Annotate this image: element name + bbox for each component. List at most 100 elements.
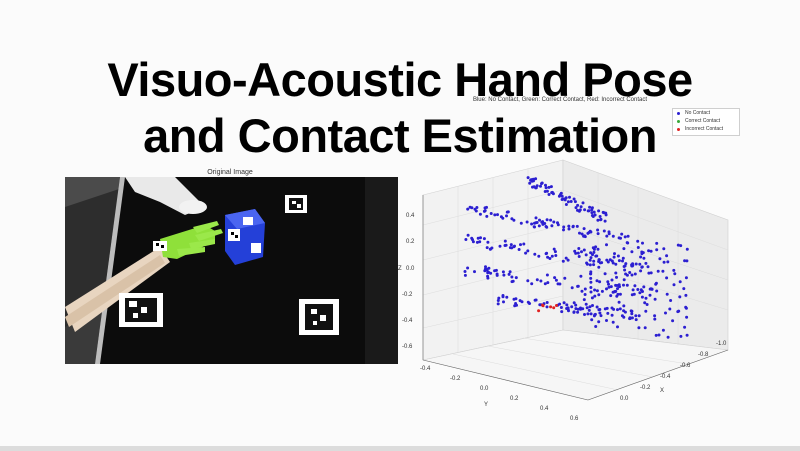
- cloud-point: [537, 309, 541, 313]
- cloud-point: [643, 326, 647, 330]
- cloud-point: [611, 320, 615, 324]
- cloud-point: [578, 208, 582, 212]
- cloud-point: [544, 183, 547, 187]
- cloud-point: [649, 287, 653, 291]
- cloud-point: [676, 243, 680, 247]
- cloud-point: [647, 249, 651, 253]
- cloud-point: [510, 217, 514, 221]
- cloud-point: [590, 318, 594, 322]
- cloud-point: [610, 278, 614, 282]
- cloud-point: [633, 284, 637, 288]
- cloud-point: [672, 283, 676, 287]
- cloud-point: [685, 259, 689, 263]
- cloud-point: [607, 230, 611, 234]
- cloud-point: [476, 236, 480, 240]
- cloud-point: [614, 271, 618, 275]
- cloud-point: [514, 276, 518, 280]
- cloud-point: [550, 224, 554, 228]
- cloud-point: [576, 208, 579, 212]
- cloud-point: [580, 289, 584, 293]
- cloud-point: [543, 190, 547, 193]
- cloud-point: [556, 223, 560, 227]
- cloud-point: [501, 216, 505, 220]
- y-tick: 0.0: [480, 386, 489, 392]
- cloud-point: [583, 313, 586, 316]
- cloud-point: [592, 250, 596, 254]
- cloud-point: [589, 272, 593, 276]
- cloud-point: [646, 265, 650, 269]
- cloud-point: [583, 235, 587, 239]
- cloud-point: [599, 314, 603, 318]
- cloud-point: [598, 280, 602, 284]
- cloud-point: [575, 224, 579, 228]
- cloud-point: [585, 262, 589, 266]
- cloud-point: [683, 325, 687, 329]
- cloud-point: [519, 243, 522, 247]
- cloud-point: [642, 285, 646, 289]
- cloud-point: [602, 229, 606, 233]
- cloud-point: [560, 194, 564, 198]
- cloud-point: [583, 287, 587, 291]
- cloud-point: [610, 313, 614, 317]
- cloud-point: [514, 297, 518, 301]
- cloud-point: [519, 221, 523, 225]
- robot-hand-scene: [65, 177, 398, 364]
- cloud-point: [637, 326, 641, 330]
- cloud-point: [555, 304, 558, 307]
- cloud-point: [544, 186, 548, 190]
- cloud-point: [489, 247, 492, 251]
- cloud-point: [589, 290, 593, 294]
- cloud-point: [577, 255, 581, 258]
- cloud-point: [622, 304, 626, 308]
- cloud-point: [466, 207, 470, 211]
- cloud-point: [636, 288, 640, 291]
- z-tick: -0.4: [402, 318, 413, 324]
- cloud-point: [644, 296, 648, 300]
- cloud-point: [665, 254, 669, 258]
- original-image-caption: Original Image: [207, 169, 253, 176]
- cloud-point: [641, 241, 644, 245]
- cloud-point: [545, 218, 549, 222]
- cloud-point: [494, 268, 498, 272]
- back-pane-right: [562, 159, 729, 351]
- cloud-point: [640, 295, 644, 299]
- cloud-point: [579, 205, 583, 209]
- cloud-point: [540, 182, 543, 186]
- cloud-point: [569, 200, 573, 203]
- cloud-point: [592, 314, 596, 318]
- cloud-point: [684, 276, 688, 280]
- cloud-point: [572, 310, 576, 314]
- legend-dot-green: [677, 119, 680, 123]
- cloud-point: [539, 279, 543, 283]
- x-tick: -0.2: [640, 385, 651, 391]
- cloud-point: [620, 232, 624, 236]
- z-tick: 0.2: [406, 239, 415, 245]
- cloud-point: [666, 335, 670, 339]
- cloud-point: [676, 310, 680, 314]
- cloud-point: [645, 303, 649, 306]
- cloud-point: [530, 222, 534, 226]
- cloud-point: [589, 276, 593, 280]
- z-tick: 0.4: [406, 213, 415, 219]
- cloud-point: [538, 218, 541, 222]
- cloud-point: [662, 247, 666, 251]
- cloud-point: [463, 270, 467, 273]
- cloud-point: [552, 220, 556, 224]
- cloud-point: [665, 276, 669, 280]
- cloud-point: [596, 232, 600, 236]
- cloud-point: [517, 248, 521, 251]
- cloud-point: [541, 222, 545, 226]
- cloud-point: [554, 278, 558, 282]
- y-tick: 0.4: [540, 406, 549, 412]
- cloud-point: [615, 284, 619, 287]
- cloud-point: [617, 259, 621, 263]
- cloud-point: [619, 236, 622, 240]
- cloud-point: [528, 181, 532, 185]
- cloud-point: [583, 208, 587, 212]
- cloud-point: [626, 234, 630, 238]
- cloud-point: [553, 276, 557, 280]
- cloud-point: [682, 287, 686, 291]
- legend-item-no-contact: No Contact: [673, 109, 739, 117]
- cloud-point: [562, 301, 566, 305]
- cloud-point: [564, 203, 568, 206]
